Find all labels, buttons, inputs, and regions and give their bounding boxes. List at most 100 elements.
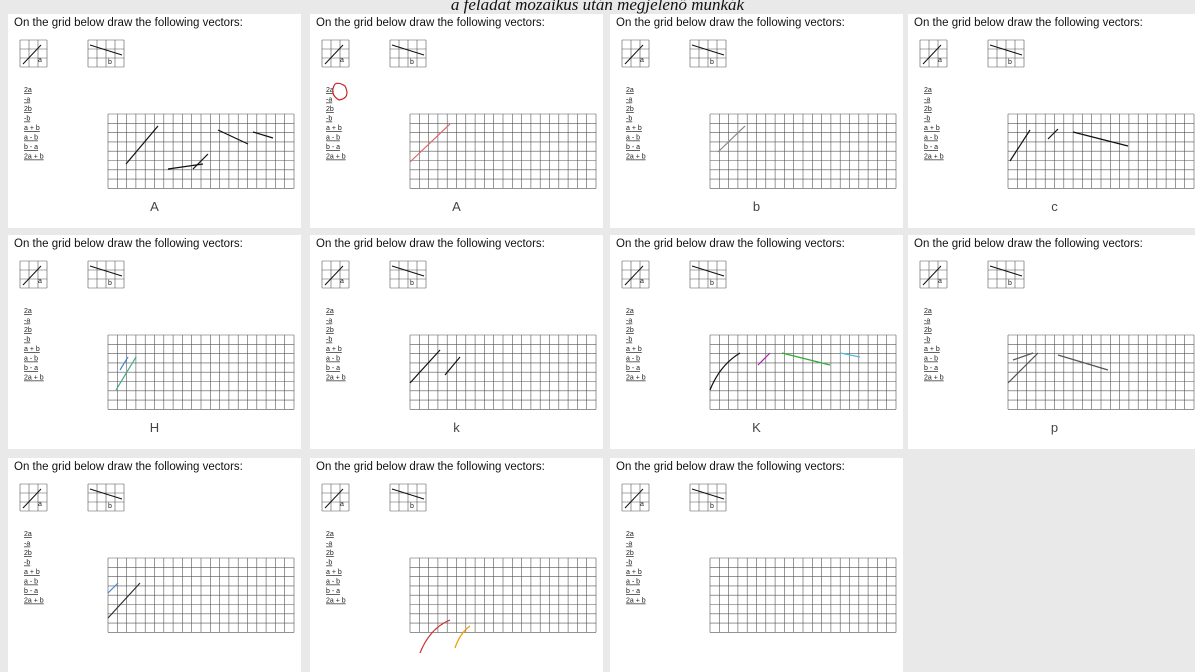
task-item: a + b [626,125,642,132]
task-item: a - b [626,579,640,586]
vector-a-label: a [640,278,644,285]
task-item: 2a [626,308,634,315]
task-item: 2a [924,308,932,315]
vector-a-label: a [38,501,42,508]
task-item: 2a [24,531,32,538]
task-item: b - a [326,365,340,372]
student-name: A [310,199,603,214]
vector-a-label: a [340,278,344,285]
page: a feladat mozaikus után megjelenő munkák… [0,0,1195,639]
task-item: -b [326,337,332,344]
vector-a-label: a [38,57,42,64]
student-stroke [1013,353,1033,360]
student-name: K [610,420,903,435]
task-item: -a [326,318,332,325]
task-item: 2a + b [924,154,944,161]
task-item: b - a [24,365,38,372]
student-name: H [8,420,301,435]
task-item: 2a + b [326,375,346,382]
task-item: a + b [326,569,342,576]
worksheet-panel: On the grid below draw the following vec… [8,458,301,672]
task-item: 2a [24,308,32,315]
task-item: -b [626,116,632,123]
worksheet-panel: On the grid below draw the following vec… [610,235,903,449]
student-name: k [310,420,603,435]
caption: a feladat mozaikus után megjelenő munkák [0,0,1195,14]
task-item: -b [326,560,332,567]
vector-b-label: b [410,280,414,287]
worksheet-drawing: ab2a-a2b-ba + ba - bb - a2a + b [8,14,301,228]
student-name: p [908,420,1195,435]
student-stroke [455,626,470,648]
task-item: 2b [326,106,334,113]
task-item: 2b [24,106,32,113]
task-item: -a [924,318,930,325]
task-item: 2b [626,106,634,113]
worksheet-drawing: ab2a-a2b-ba + ba - bb - a2a + b [610,458,903,672]
task-item: a - b [924,135,938,142]
worksheet-drawing: ab2a-a2b-ba + ba - bb - a2a + b [610,14,903,228]
task-item: 2a + b [626,598,646,605]
task-item: -a [24,318,30,325]
task-item: a - b [924,356,938,363]
student-stroke [718,126,745,152]
task-item: 2a + b [326,598,346,605]
task-item: b - a [626,588,640,595]
task-item: 2b [626,327,634,334]
task-item: a + b [924,125,940,132]
worksheet-drawing: ab2a-a2b-ba + ba - bb - a2a + b [908,235,1195,449]
student-stroke [116,357,136,390]
task-item: a + b [326,346,342,353]
student-stroke [333,83,347,100]
worksheet-panel: On the grid below draw the following vec… [610,458,903,672]
student-name: c [908,199,1195,214]
task-item: a + b [326,125,342,132]
vector-a-label: a [340,57,344,64]
worksheet-drawing: ab2a-a2b-ba + ba - bb - a2a + b [610,235,903,449]
task-item: -a [924,97,930,104]
worksheet-panel: On the grid below draw the following vec… [310,14,603,228]
worksheet-panel: On the grid below draw the following vec… [610,14,903,228]
task-item: a - b [24,356,38,363]
student-stroke [1008,353,1038,383]
vector-b-label: b [710,503,714,510]
task-item: 2a + b [24,598,44,605]
vector-a-label: a [38,278,42,285]
task-item: -b [326,116,332,123]
task-item: 2a [24,87,32,94]
task-item: 2a [326,308,334,315]
task-item: 2a [326,531,334,538]
task-item: 2a + b [326,154,346,161]
task-item: a - b [626,135,640,142]
student-stroke [420,620,450,653]
task-item: b - a [924,144,938,151]
student-stroke [758,353,770,365]
vector-b-label: b [410,503,414,510]
task-item: a + b [24,569,40,576]
task-item: 2b [626,550,634,557]
task-item: 2b [24,327,32,334]
task-item: a + b [924,346,940,353]
task-item: -a [626,318,632,325]
worksheet-panel: On the grid below draw the following vec… [310,458,603,672]
task-item: b - a [326,144,340,151]
task-item: a + b [24,346,40,353]
task-item: 2a [626,531,634,538]
worksheet-drawing: ab2a-a2b-ba + ba - bb - a2a + b [310,235,603,449]
student-stroke [410,350,440,383]
task-item: a + b [626,569,642,576]
task-item: b - a [24,588,38,595]
vector-b-label: b [710,59,714,66]
worksheet-panel: On the grid below draw the following vec… [8,235,301,449]
task-item: -b [24,337,30,344]
task-item: -a [24,97,30,104]
worksheet-panel: On the grid below draw the following vec… [8,14,301,228]
task-item: 2a + b [924,375,944,382]
vector-b-label: b [108,280,112,287]
worksheet-panel: On the grid below draw the following vec… [310,235,603,449]
student-name: A [8,199,301,214]
vector-a-label: a [640,501,644,508]
task-item: 2b [326,550,334,557]
